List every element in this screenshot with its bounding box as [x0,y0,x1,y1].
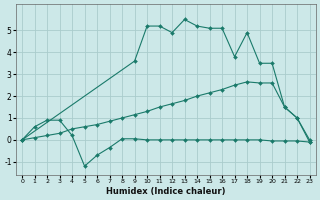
X-axis label: Humidex (Indice chaleur): Humidex (Indice chaleur) [106,187,226,196]
